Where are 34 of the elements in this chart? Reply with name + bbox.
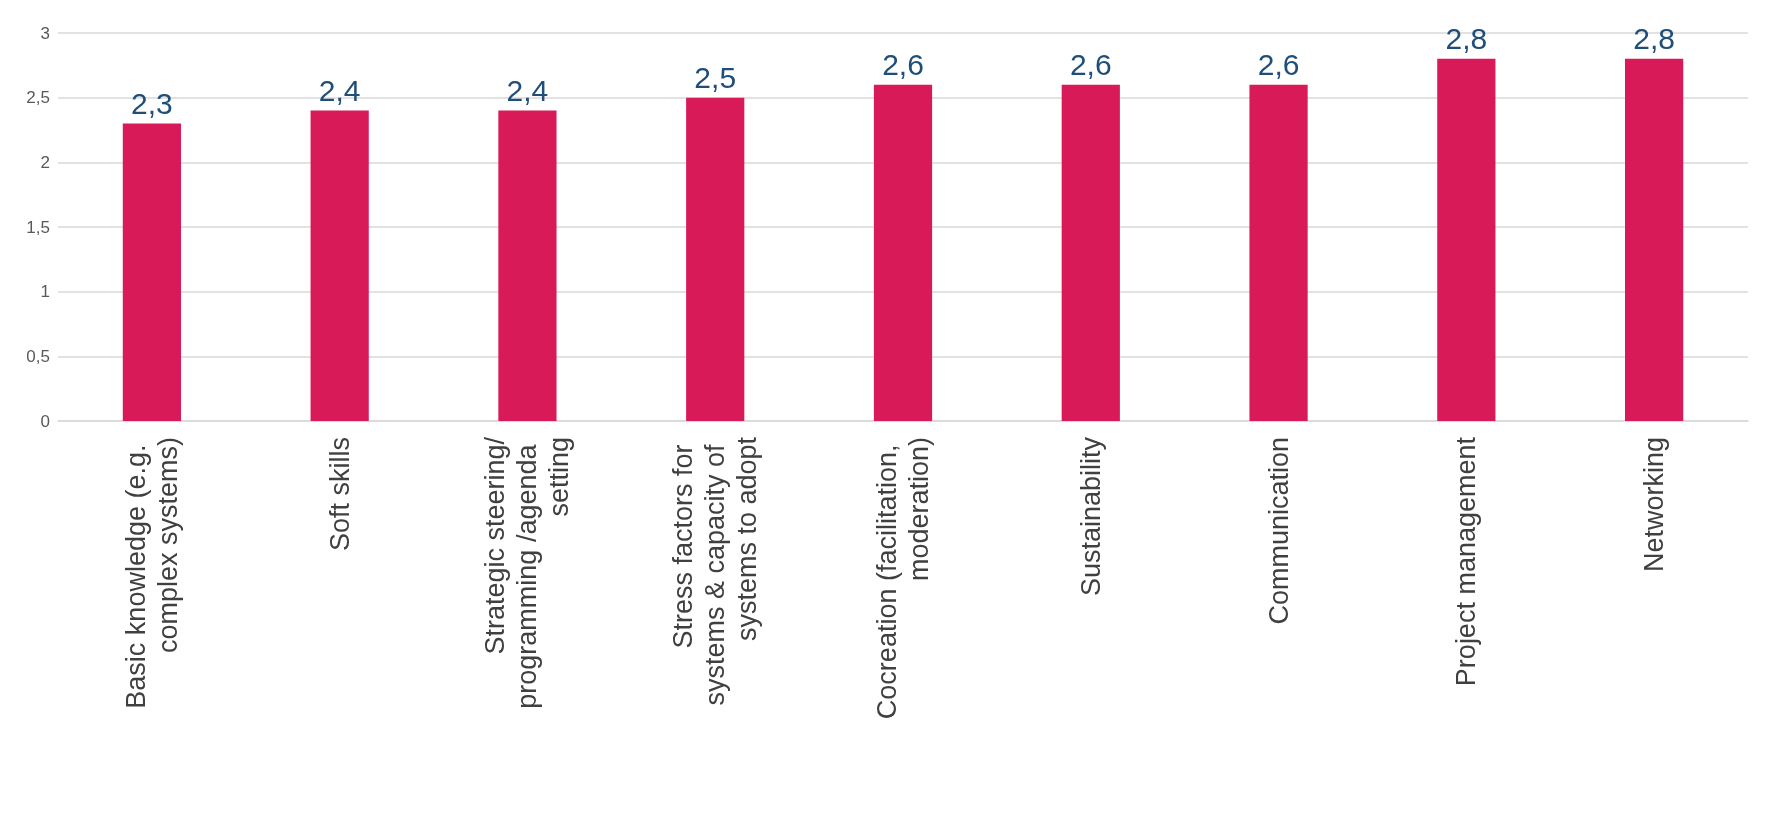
data-label: 2,4	[318, 74, 361, 108]
y-tick-label: 1,5	[26, 217, 50, 237]
bar	[686, 97, 745, 421]
x-tick-label: Cocreation (facilitation, moderation)	[872, 437, 934, 720]
data-label: 2,6	[1257, 48, 1300, 82]
bar	[310, 110, 369, 421]
x-tick-label: Stress factors for systems & capacity of systems to adopt	[668, 436, 763, 706]
y-tick-label: 0	[40, 411, 50, 431]
data-label: 2,8	[1445, 22, 1488, 56]
data-label: 2,3	[131, 87, 173, 121]
bar	[1437, 58, 1496, 421]
bar	[873, 84, 933, 421]
y-tick-label: 1	[40, 282, 50, 302]
x-tick-label: Strategic steering/programming /agenda setting	[480, 436, 575, 709]
data-label: 2,8	[1633, 22, 1675, 56]
data-label: 2,6	[1069, 48, 1112, 82]
x-tick-label: Communication	[1263, 437, 1294, 625]
y-tick-label: 2	[40, 152, 50, 172]
bar	[498, 110, 557, 421]
y-tick-label: 3	[40, 23, 50, 43]
x-tick-label: Sustainability	[1075, 436, 1106, 597]
y-tick-label: 0,5	[26, 346, 50, 366]
x-tick-label: Project management	[1451, 436, 1482, 687]
data-label: 2,4	[506, 74, 549, 108]
x-tick-label: Basic knowledge (e.g. complex systems)	[120, 437, 183, 709]
x-tick-label: Networking	[1639, 437, 1670, 573]
x-tick-label: Soft skills	[324, 437, 355, 552]
y-tick-label: 2,5	[26, 88, 50, 108]
data-label: 2,6	[882, 48, 924, 82]
bar	[1249, 84, 1308, 421]
data-label: 2,5	[694, 61, 737, 95]
bar	[1625, 58, 1684, 421]
bar	[1061, 84, 1120, 421]
bar	[122, 123, 181, 421]
